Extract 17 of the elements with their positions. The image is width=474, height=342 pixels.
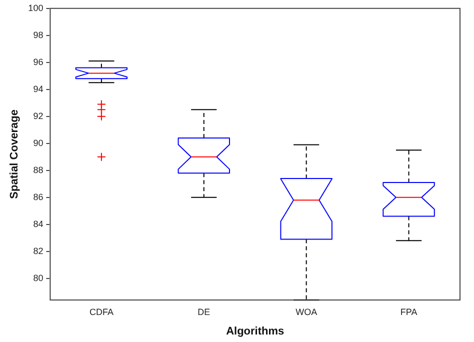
y-tick-label: 100 xyxy=(28,2,44,13)
y-tick-label: 90 xyxy=(33,138,44,148)
y-tick-label: 82 xyxy=(33,246,44,256)
x-tick-label: FPA xyxy=(400,306,418,317)
y-tick-label: 80 xyxy=(33,272,44,283)
y-tick-label: 94 xyxy=(33,84,44,94)
y-tick-label: 84 xyxy=(33,218,44,229)
y-tick-label: 86 xyxy=(33,192,44,202)
x-tick-label: DE xyxy=(198,306,210,317)
y-tick-label: 92 xyxy=(33,110,44,121)
x-tick-label: CDFA xyxy=(89,306,114,317)
y-axis-title: Spatial Coverage xyxy=(8,110,21,199)
y-tick-label: 98 xyxy=(33,30,44,40)
x-tick-label: WOA xyxy=(296,306,318,317)
y-tick-label: 96 xyxy=(33,56,44,67)
y-tick-label: 88 xyxy=(33,164,44,175)
x-axis-title: Algorithms xyxy=(226,325,284,338)
